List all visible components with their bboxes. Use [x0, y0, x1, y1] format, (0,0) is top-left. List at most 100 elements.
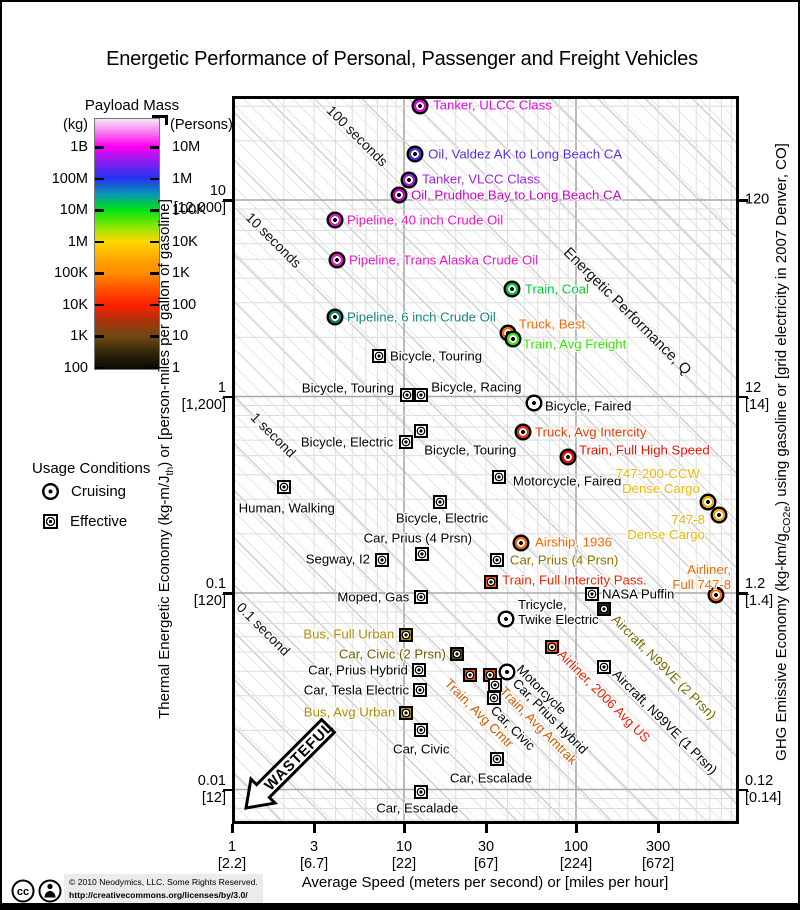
y-left-tick-mark: [223, 592, 232, 595]
data-point-label: Bicycle, Touring: [301, 380, 394, 396]
data-point-label: 747-200-CCW Dense Cargo: [615, 466, 700, 497]
license-url: http://creativecommons.org/licenses/by/3…: [69, 890, 248, 900]
bottom-border: [2, 903, 798, 908]
data-point: [503, 280, 521, 298]
data-point-label: Bicycle, Touring: [424, 442, 517, 458]
data-point: [484, 574, 499, 589]
x-tick-mark: [313, 824, 316, 833]
payload-kg-label: 1K: [70, 328, 88, 345]
data-point: [489, 553, 504, 568]
y-right-tick-label: 120: [745, 191, 770, 208]
payload-tick: [95, 240, 104, 244]
data-point: [491, 469, 506, 484]
data-point: [710, 506, 728, 524]
data-point-label: Bicycle, Electric: [395, 510, 489, 526]
x-tick-mark: [575, 824, 578, 833]
data-point: [411, 97, 429, 115]
payload-kg-label: 1M: [67, 233, 88, 250]
payload-tick: [150, 366, 159, 370]
payload-kg-label: 100K: [54, 265, 88, 282]
y-left-tick-mark: [223, 395, 232, 398]
data-point: [375, 553, 389, 568]
payload-bracket: [152, 115, 168, 118]
data-point-label: Oil, Prudhoe Bay to Long Beach CA: [410, 187, 622, 203]
payload-tick: [95, 146, 104, 149]
y-left-tick-label: 10 [12,000]: [173, 183, 226, 216]
payload-persons-label: 100: [172, 296, 197, 313]
data-point-label: Bus, Avg Urban: [303, 704, 396, 720]
payload-tick: [95, 366, 104, 370]
data-point-label: Tanker, ULCC Class: [433, 97, 552, 113]
data-point-label: Tanker, VLCC Class: [422, 171, 541, 187]
data-point: [596, 660, 611, 675]
data-point-label: Oil, Valdez AK to Long Beach CA: [428, 146, 623, 162]
payload-tick: [150, 177, 159, 181]
data-point: [399, 434, 414, 449]
x-tick-mark: [231, 824, 234, 833]
payload-persons-label: 1M: [172, 170, 193, 187]
data-point: [390, 186, 408, 204]
data-point-label: Train, Coal: [524, 281, 589, 297]
y-right-tick-mark: [739, 788, 748, 791]
data-point: [486, 691, 501, 706]
y-right-tick-mark: [739, 199, 748, 202]
page-title: Energetic Performance of Personal, Passe…: [106, 48, 698, 70]
y-left-tick-label: 1 [1,200]: [181, 379, 226, 413]
data-point: [326, 211, 344, 229]
payload-tick: [150, 240, 159, 244]
data-point: [504, 330, 522, 348]
data-point-label: Car, Civic (2 Prsn): [338, 646, 446, 662]
data-point: [328, 251, 346, 269]
payload-persons-label: 10: [172, 328, 189, 345]
y-axis-right-label: GHG Emissive Economy (kg-km/gCO2e) using…: [773, 143, 793, 761]
data-point-label: Bicycle, Electric: [300, 434, 394, 450]
data-point-label: Truck, Best: [518, 316, 586, 332]
data-point-label: 747-8 Dense Cargo: [627, 511, 705, 542]
payload-persons-label: 1K: [172, 265, 190, 282]
payload-kg-label: 100: [63, 359, 88, 376]
data-point: [514, 423, 532, 441]
copyright-text: © 2010 Neodymics, LLC. Some Rights Reser…: [69, 877, 258, 887]
data-point-label: Car, Escalade: [376, 800, 459, 816]
y-left-tick-label: 0.01 [12]: [197, 772, 226, 806]
data-point: [406, 145, 424, 163]
payload-tick: [95, 303, 104, 307]
data-point-label: Bicycle, Racing: [431, 379, 522, 395]
data-point-label: Truck, Avg Intercity: [535, 424, 647, 440]
payload-persons-label: 100K: [172, 202, 206, 219]
data-point: [414, 722, 429, 737]
usage-legend-cruising-row: Cruising: [42, 481, 126, 501]
x-tick-label: 30 [67]: [473, 839, 499, 872]
y-left-tick-mark: [223, 199, 232, 202]
payload-tick: [150, 209, 159, 212]
data-point: [276, 480, 291, 495]
cc-icon: [11, 879, 35, 903]
data-point: [414, 546, 429, 561]
payload-tick: [95, 335, 104, 338]
payload-kg-label: 10M: [59, 202, 88, 219]
data-point-label: Tricycle, Twike Electric: [518, 596, 599, 627]
data-point: [489, 751, 504, 766]
data-point: [411, 662, 426, 677]
data-point: [596, 601, 611, 616]
payload-kg-label: 1B: [70, 139, 88, 155]
data-point-label: Car, Prius Hybrid: [308, 662, 408, 678]
payload-kg-label: 100M: [51, 170, 88, 187]
data-point: [326, 308, 344, 326]
cruising-label: Cruising: [71, 482, 127, 500]
y-left-tick-label: 0.1 [120]: [193, 576, 226, 609]
data-point-label: Moped, Gas: [337, 589, 410, 605]
svg-text:cc: cc: [17, 886, 29, 898]
payload-tick: [150, 303, 159, 307]
payload-bracket: [165, 115, 168, 125]
payload-kg-label: 10K: [62, 296, 88, 313]
cc-license-icons: cc: [11, 879, 62, 903]
data-point-label: Airliner, Full 747-8: [672, 561, 732, 592]
x-tick-label: 1 [2.2]: [217, 839, 247, 872]
data-point-label: Bicycle, Faired: [545, 398, 632, 414]
effective-marker-icon: [43, 513, 58, 529]
y-right-tick-mark: [739, 395, 748, 398]
x-axis-label: Average Speed (meters per second) or [mi…: [301, 874, 669, 891]
effective-label: Effective: [70, 512, 128, 530]
